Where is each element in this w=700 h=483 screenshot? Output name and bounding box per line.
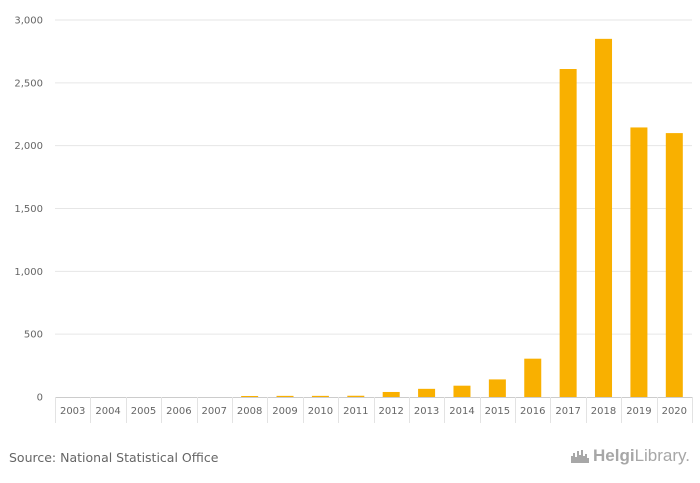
skyline-icon — [571, 450, 589, 463]
y-tick-label: 2,500 — [14, 78, 43, 89]
x-tick-label: 2015 — [485, 406, 510, 417]
x-tick-label: 2014 — [449, 406, 474, 417]
x-tick-label: 2006 — [166, 406, 191, 417]
bar — [630, 127, 648, 397]
y-tick-label: 1,000 — [14, 267, 43, 278]
x-tick-label: 2018 — [591, 406, 616, 417]
x-tick-label: 2003 — [60, 406, 85, 417]
bar — [276, 395, 294, 397]
x-tick-label: 2016 — [520, 406, 545, 417]
y-tick-label: 2,000 — [14, 141, 43, 152]
x-tick-label: 2007 — [202, 406, 227, 417]
x-tick-label: 2010 — [308, 406, 333, 417]
x-tick-label: 2004 — [95, 406, 120, 417]
x-tick-label: 2013 — [414, 406, 439, 417]
gridlines — [55, 19, 692, 335]
x-tick-label: 2009 — [272, 406, 297, 417]
y-tick-label: 1,500 — [14, 204, 43, 215]
x-tick-label: 2005 — [131, 406, 156, 417]
bars — [241, 38, 683, 397]
bar — [311, 395, 329, 397]
y-tick-label: 500 — [24, 330, 43, 341]
bar — [595, 38, 613, 397]
x-tick-label: 2019 — [626, 406, 651, 417]
bar — [524, 358, 542, 397]
x-axis — [55, 397, 693, 423]
bar — [453, 385, 471, 397]
x-tick-label: 2008 — [237, 406, 262, 417]
x-axis-labels: 2003 2004 2005 2006 2007 2008 2009 2010 2011 2012… — [60, 406, 687, 417]
x-tick-label: 2020 — [662, 406, 687, 417]
brand-logo: HelgiLibrary. — [570, 446, 690, 466]
x-tick-label: 2017 — [555, 406, 580, 417]
source-note: Source: National Statistical Office — [9, 450, 219, 465]
bar — [382, 391, 400, 397]
brand-name: HelgiLibrary. — [593, 446, 690, 465]
y-axis-labels: 0 500 1,000 1,500 2,000 2,500 3,000 — [14, 16, 43, 404]
bar — [347, 395, 365, 397]
y-tick-label: 3,000 — [14, 16, 43, 27]
bar — [559, 69, 577, 397]
bar — [418, 388, 436, 397]
bar — [665, 133, 683, 397]
y-tick-label: 0 — [37, 393, 43, 404]
bar — [241, 395, 259, 397]
x-tick-label: 2011 — [343, 406, 368, 417]
bar — [488, 379, 506, 397]
x-tick-label: 2012 — [378, 406, 403, 417]
